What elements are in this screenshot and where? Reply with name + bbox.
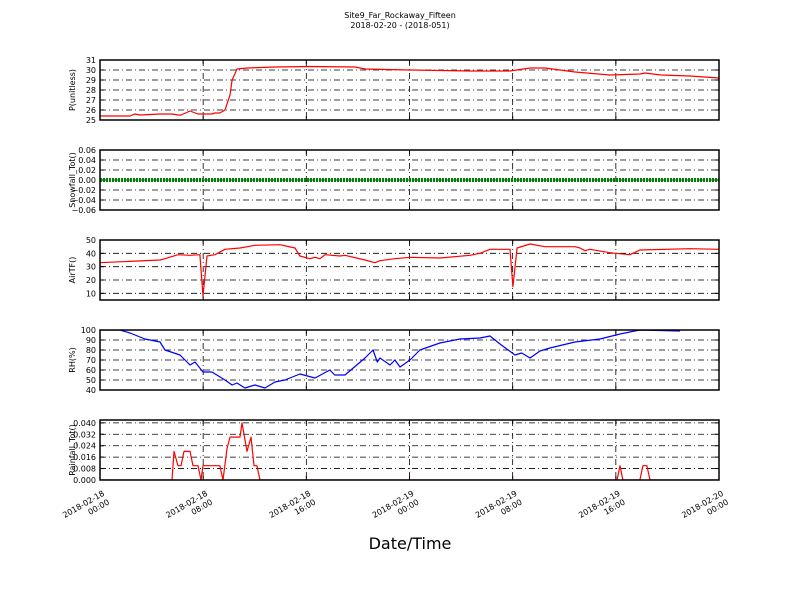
- y-tick-label: 27: [86, 96, 96, 105]
- y-tick-label: 0.008: [73, 465, 96, 474]
- series-line: [100, 65, 719, 117]
- y-axis-label: Snowfall_Tot(): [68, 152, 77, 208]
- y-axis-label: RH(%): [68, 347, 77, 372]
- y-axis-label: Rainfall_Tot(): [68, 424, 77, 476]
- y-axis-label: AirTF(): [68, 257, 77, 284]
- y-tick-label: 40: [86, 249, 96, 258]
- subplot-2: 10 20 30 40 50 AirTF(): [68, 236, 720, 301]
- axes-frame: [99, 149, 720, 211]
- y-tick-label: 26: [86, 106, 96, 115]
- y-tick-label: 28: [86, 86, 96, 95]
- axes-frame: [99, 329, 720, 391]
- y-tick-label: 0.032: [73, 430, 96, 439]
- y-axis-label: P(unitless): [68, 69, 77, 111]
- axes-frame: [99, 59, 720, 121]
- y-tick-label: 29: [86, 76, 96, 85]
- y-tick-label: 0.02: [78, 166, 96, 175]
- y-tick-label: 0.000: [73, 476, 96, 485]
- y-tick-label: 60: [86, 366, 96, 375]
- axes-frame: [99, 239, 720, 301]
- y-tick-label: 80: [86, 346, 96, 355]
- axes-frame: [99, 419, 720, 481]
- y-tick-label: 10: [86, 289, 96, 298]
- y-tick-label: 0.04: [78, 156, 96, 165]
- chart-title: Site9_Far_Rockaway_Fifteen: [344, 11, 456, 20]
- y-tick-label: 30: [86, 263, 96, 272]
- y-tick-label: 40: [86, 386, 96, 395]
- y-tick-label: 0.06: [78, 146, 96, 155]
- y-tick-label: 70: [86, 356, 96, 365]
- y-tick-label: −0.04: [71, 196, 96, 205]
- y-tick-label: 31: [86, 56, 96, 65]
- series-line: [100, 330, 680, 389]
- chart-subtitle: 2018-02-20 - (2018-051): [350, 21, 450, 30]
- y-tick-label: 90: [86, 336, 96, 345]
- subplot-4: 0.000 0.008 0.016 0.024 0.032 0.040Rainfall_T…: [68, 419, 720, 485]
- y-tick-label: 0.016: [73, 453, 96, 462]
- series-line: [100, 422, 719, 480]
- y-tick-label: 50: [86, 376, 96, 385]
- y-tick-label: 30: [86, 66, 96, 75]
- subplot-1: −0.06−0.04−0.020.000.020.040.06Snowfall_…: [68, 146, 720, 215]
- y-tick-label: 0.040: [73, 419, 96, 428]
- x-axis-label: Date/Time: [368, 534, 452, 553]
- series-line: [100, 243, 719, 297]
- y-tick-label: 50: [86, 236, 96, 245]
- y-tick-label: 20: [86, 276, 96, 285]
- y-tick-label: −0.06: [71, 206, 96, 215]
- y-tick-label: 25: [86, 116, 96, 125]
- y-tick-label: 0.00: [78, 176, 96, 185]
- y-tick-label: 0.024: [73, 442, 96, 451]
- y-tick-label: −0.02: [71, 186, 96, 195]
- y-tick-label: 100: [81, 326, 96, 335]
